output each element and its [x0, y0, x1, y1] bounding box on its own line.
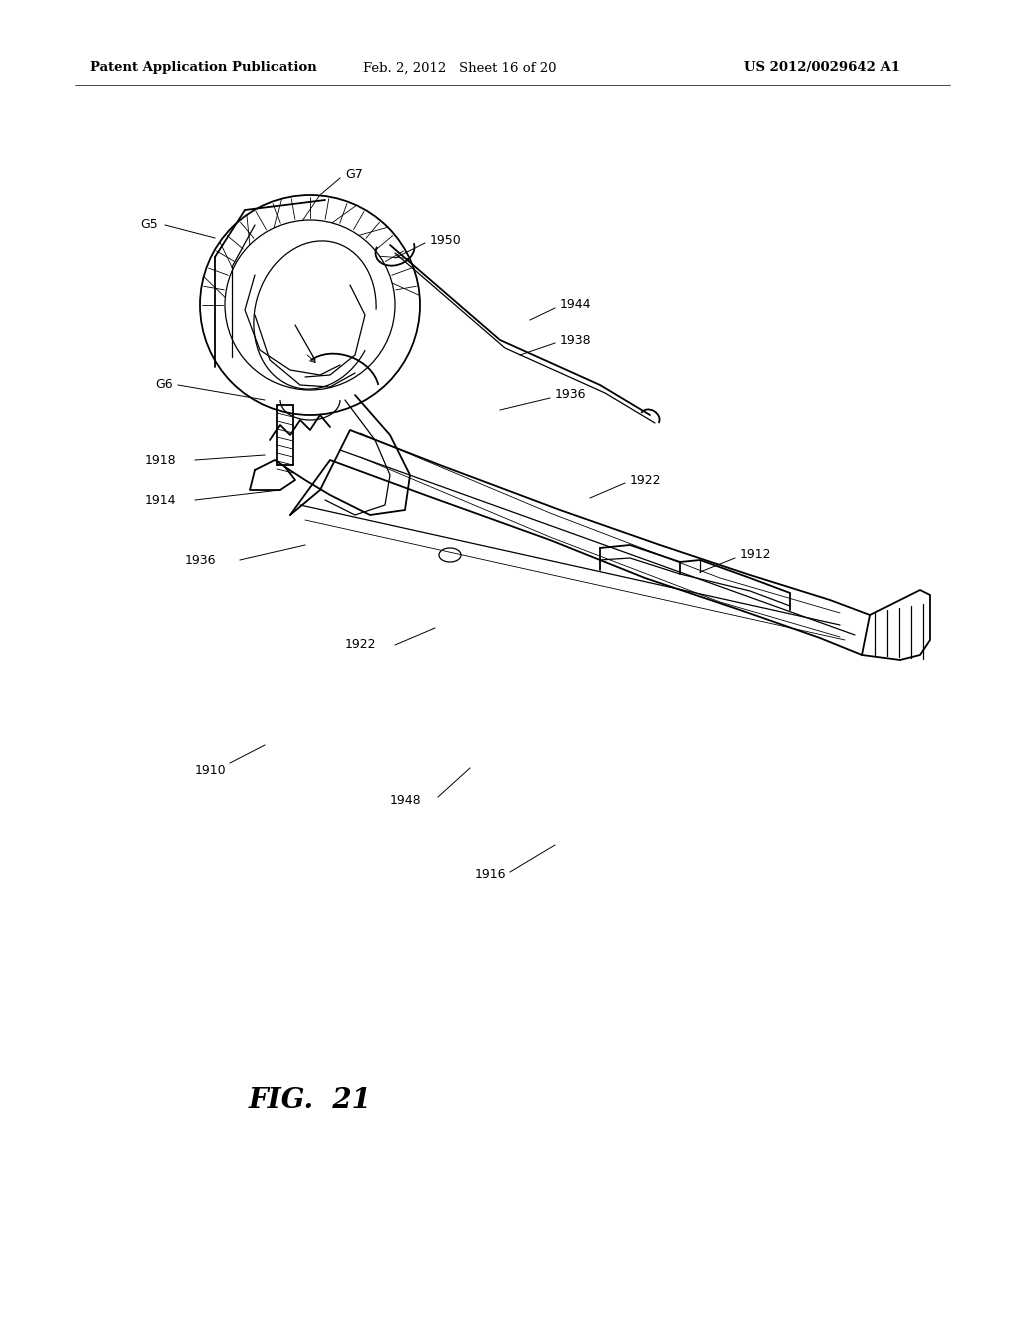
Text: Feb. 2, 2012   Sheet 16 of 20: Feb. 2, 2012 Sheet 16 of 20	[364, 62, 557, 74]
Text: 1944: 1944	[560, 298, 592, 312]
Text: 1936: 1936	[185, 553, 216, 566]
Text: 1910: 1910	[195, 763, 226, 776]
Text: US 2012/0029642 A1: US 2012/0029642 A1	[744, 62, 900, 74]
Text: FIG.  21: FIG. 21	[249, 1086, 372, 1114]
Text: G7: G7	[345, 169, 362, 181]
Text: 1922: 1922	[630, 474, 662, 487]
Text: 1948: 1948	[390, 793, 422, 807]
Text: 1914: 1914	[145, 494, 176, 507]
Text: 1950: 1950	[430, 234, 462, 247]
Text: Patent Application Publication: Patent Application Publication	[90, 62, 316, 74]
Text: 1936: 1936	[555, 388, 587, 401]
Text: 1916: 1916	[475, 869, 507, 882]
Text: G6: G6	[155, 379, 173, 392]
Text: 1912: 1912	[740, 549, 771, 561]
Text: G5: G5	[140, 219, 158, 231]
Text: 1922: 1922	[345, 639, 377, 652]
Text: 1938: 1938	[560, 334, 592, 346]
Text: 1918: 1918	[145, 454, 176, 466]
